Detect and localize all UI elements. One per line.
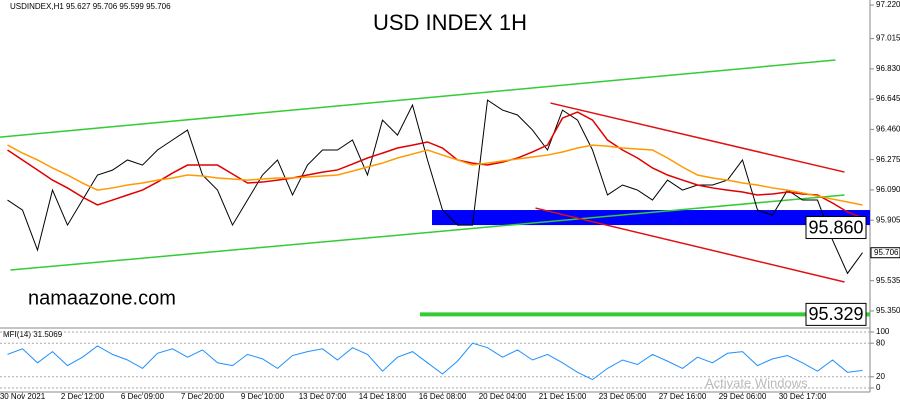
x-tick-label: 27 Dec 16:00: [659, 392, 707, 401]
x-tick-label: 23 Dec 05:00: [599, 392, 647, 401]
x-tick-label: 2 Dec 12:00: [61, 392, 105, 401]
level-label: 95.329: [808, 304, 863, 324]
x-tick-label: 29 Dec 06:00: [719, 392, 767, 401]
os-watermark: Activate Windows: [705, 375, 808, 390]
symbol-info: USDINDEX,H1 95.627 95.706 95.599 95.706: [10, 2, 171, 11]
series-line: [7, 99, 863, 275]
x-tick-label: 6 Dec 09:00: [121, 392, 165, 401]
y-tick-label: 96.830: [876, 64, 900, 73]
x-tick-label: 21 Dec 15:00: [539, 392, 587, 401]
x-tick-label: 16 Dec 08:00: [419, 392, 467, 401]
x-tick-label: 30 Nov 2021: [0, 392, 46, 401]
x-tick-label: 14 Dec 18:00: [359, 392, 407, 401]
series-line: [7, 342, 863, 381]
series-line: [7, 144, 863, 206]
mfi-title: MFI(14) 31.5069: [3, 330, 63, 339]
level-label: 95.860: [808, 217, 863, 237]
y-tick-label: 96.090: [876, 185, 900, 194]
series-line: [7, 111, 863, 219]
y-tick-label: 97.220: [876, 0, 900, 9]
y-tick-label: 20: [876, 372, 885, 381]
level-box: [805, 216, 867, 240]
y-tick-label: 95.350: [876, 306, 900, 315]
y-tick-label: 97.015: [876, 34, 900, 43]
y-tick-label: 95.535: [876, 276, 900, 285]
x-tick-label: 9 Dec 10:00: [241, 392, 285, 401]
trendline: [535, 207, 845, 283]
x-tick-label: 20 Dec 04:00: [479, 392, 527, 401]
y-tick-label: 96.275: [876, 155, 900, 164]
trendline: [550, 102, 845, 173]
chart-title: USD INDEX 1H: [373, 10, 527, 35]
x-tick-label: 13 Dec 07:00: [299, 392, 347, 401]
y-tick-label: 100: [876, 327, 890, 336]
zone: [432, 210, 870, 226]
last-price-label: 95.706: [874, 248, 899, 257]
last-price-box: [870, 247, 900, 259]
x-tick-label: 30 Dec 17:00: [779, 392, 827, 401]
x-tick-label: 7 Dec 20:00: [181, 392, 225, 401]
y-tick-label: 95.905: [876, 215, 900, 224]
trendline: [10, 194, 845, 271]
y-tick-label: 0: [876, 383, 881, 392]
trendline: [0, 59, 836, 138]
y-tick-label: 96.645: [876, 94, 900, 103]
y-tick-label: 80: [876, 338, 885, 347]
level-box: [805, 302, 867, 326]
watermark: namaazone.com: [28, 287, 176, 309]
y-tick-label: 96.460: [876, 124, 900, 133]
